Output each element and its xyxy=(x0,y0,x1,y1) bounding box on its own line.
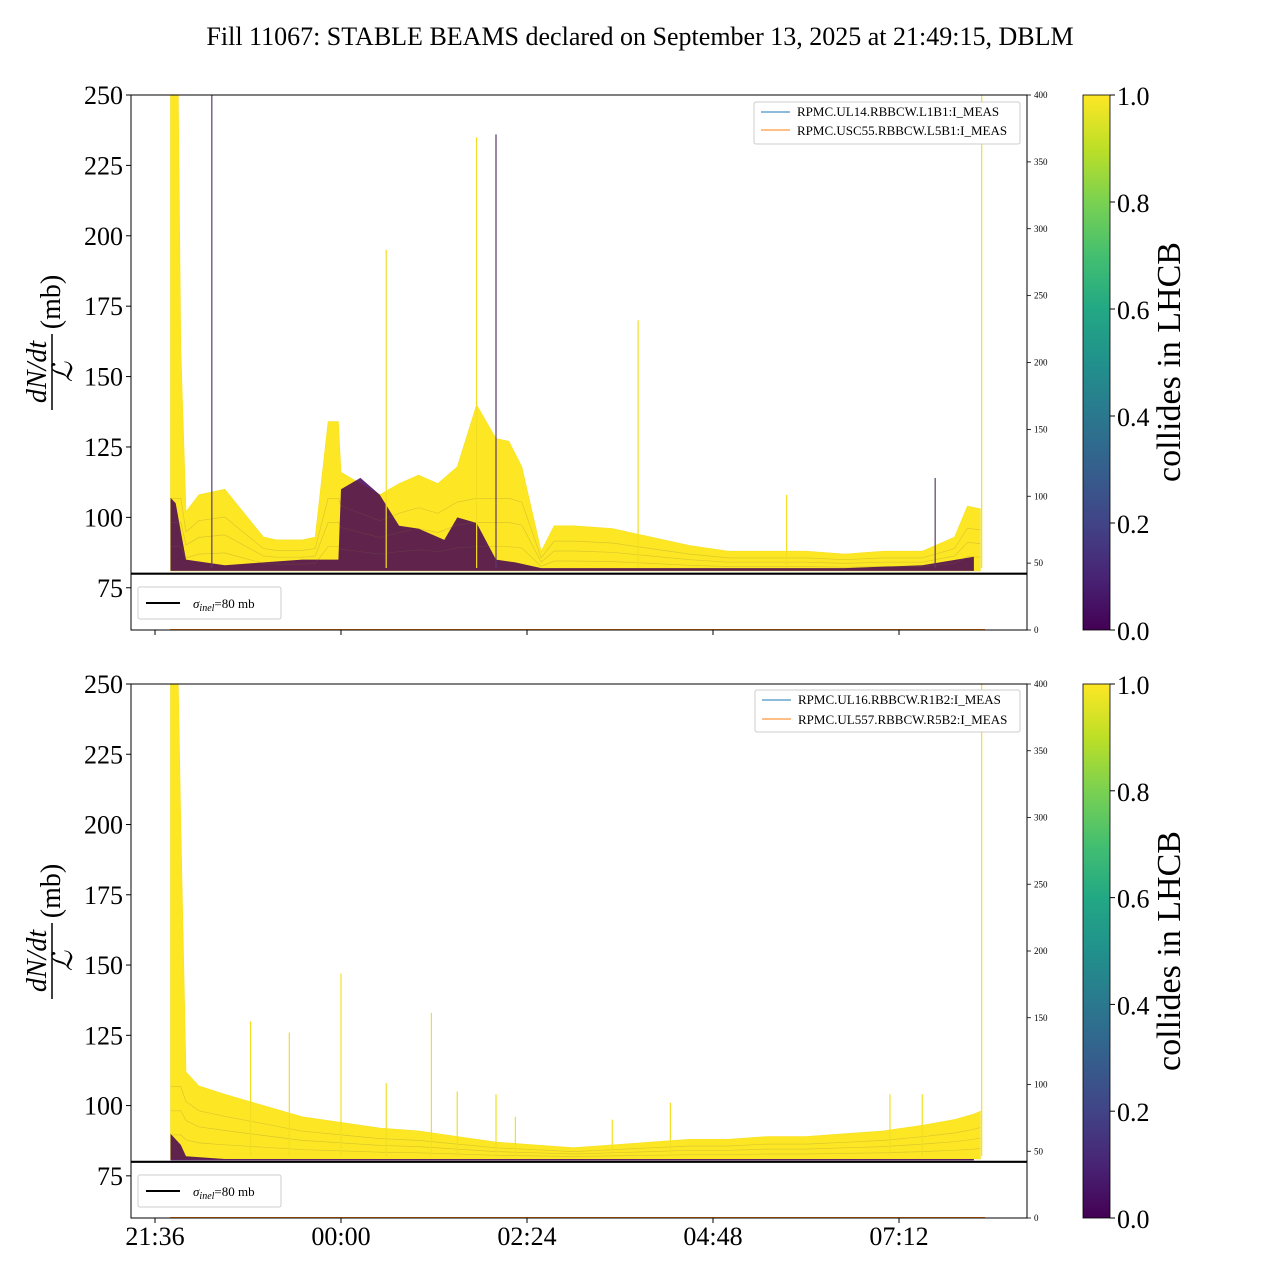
plot-area-bottom xyxy=(131,684,1027,1218)
xtick-label-2: 02:24 xyxy=(497,1222,556,1251)
ytick-label-bottom-5: 200 xyxy=(84,811,123,840)
legend-entry-top-1: RPMC.USC55.RBBCW.L5B1:I_MEAS xyxy=(797,123,1007,138)
colorbar-tick-label-bottom-0: 0.0 xyxy=(1117,1205,1150,1234)
ytick-label-top-6: 225 xyxy=(84,151,123,180)
envelope-band-top xyxy=(170,95,981,572)
colorbar-label-bottom: collides in LHCB xyxy=(1151,831,1188,1071)
ytick-right-label-top-8: 400 xyxy=(1034,90,1048,100)
ytick-right-label-top-0: 0 xyxy=(1034,625,1039,635)
envelope-band-bottom xyxy=(170,684,981,1160)
ytick-label-bottom-3: 150 xyxy=(84,951,123,980)
y-axis-right-top: 0 50 100 150 200 250 300 350 400 xyxy=(1027,90,1048,635)
svg-text:σinel=80 mb: σinel=80 mb xyxy=(193,1184,255,1202)
colorbar-tick-label-top-4: 0.8 xyxy=(1117,189,1150,218)
legend-entry-top-0: RPMC.UL14.RBBCW.L1B1:I_MEAS xyxy=(797,104,999,119)
colorbar-tick-label-bottom-5: 1.0 xyxy=(1117,671,1150,700)
y-axis-left-bottom: 75 100 125 150 175 200 225 250 xyxy=(84,670,131,1191)
ytick-label-top-3: 150 xyxy=(84,363,123,392)
svg-text:(mb): (mb) xyxy=(36,864,67,918)
ytick-label-top-0: 75 xyxy=(97,574,123,603)
ytick-right-label-top-6: 300 xyxy=(1034,224,1048,234)
ytick-right-label-top-3: 150 xyxy=(1034,424,1048,434)
colorbar-tick-label-top-3: 0.6 xyxy=(1117,296,1150,325)
ytick-right-label-bottom-0: 0 xyxy=(1034,1213,1039,1223)
svg-text:(mb): (mb) xyxy=(36,275,67,329)
ytick-label-top-2: 125 xyxy=(84,433,123,462)
ytick-right-label-top-1: 50 xyxy=(1034,558,1044,568)
colorbar-tick-label-top-2: 0.4 xyxy=(1117,403,1150,432)
ytick-label-bottom-7: 250 xyxy=(84,670,123,699)
panel-top: 75 100 125 150 175 200 225 250 0 50 100 150 200 250 3… xyxy=(22,81,1188,646)
colorbar-tick-label-top-0: 0.0 xyxy=(1117,617,1150,646)
colorbar-tick-label-bottom-1: 0.2 xyxy=(1117,1098,1150,1127)
ytick-right-label-bottom-2: 100 xyxy=(1034,1080,1048,1090)
svg-text:dN/dt: dN/dt xyxy=(22,340,53,403)
legend-lower-top: σinel=80 mb xyxy=(137,586,282,620)
texture-line-top-1 xyxy=(170,546,981,568)
ytick-right-label-top-2: 100 xyxy=(1034,491,1048,501)
ytick-label-bottom-2: 125 xyxy=(84,1021,123,1050)
non-colliding-band-top xyxy=(170,477,974,571)
y-axis-left-top: 75 100 125 150 175 200 225 250 xyxy=(84,81,131,603)
ytick-label-top-5: 200 xyxy=(84,222,123,251)
legend-upper-bottom: RPMC.UL16.RBBCW.R1B2:I_MEAS RPMC.UL557.R… xyxy=(754,689,1021,733)
ytick-label-bottom-0: 75 xyxy=(97,1162,123,1191)
colorbar-tick-label-bottom-4: 0.8 xyxy=(1117,778,1150,807)
svg-text:σinel=80 mb: σinel=80 mb xyxy=(193,596,255,614)
ytick-right-label-bottom-4: 200 xyxy=(1034,946,1048,956)
y-axis-label-bottom: dN/dt ℒ (mb) xyxy=(22,864,79,999)
ytick-right-label-bottom-1: 50 xyxy=(1034,1146,1044,1156)
xtick-label-3: 04:48 xyxy=(683,1222,742,1251)
colorbar-tick-label-bottom-3: 0.6 xyxy=(1117,885,1150,914)
legend-entry-bottom-0: RPMC.UL16.RBBCW.R1B2:I_MEAS xyxy=(798,692,1001,707)
ytick-label-bottom-1: 100 xyxy=(84,1092,123,1121)
ytick-right-label-bottom-8: 400 xyxy=(1034,679,1048,689)
legend-entry-bottom-1: RPMC.UL557.RBBCW.R5B2:I_MEAS xyxy=(798,712,1007,727)
colorbar-bottom: 0.0 0.2 0.4 0.6 0.8 1.0 collides in LHCB xyxy=(1082,671,1188,1234)
ytick-label-top-1: 100 xyxy=(84,503,123,532)
xtick-label-0: 21:36 xyxy=(125,1222,184,1251)
texture-line-top-2 xyxy=(170,522,981,564)
xtick-label-1: 00:00 xyxy=(311,1222,370,1251)
ytick-right-label-top-4: 200 xyxy=(1034,358,1048,368)
ytick-label-top-7: 250 xyxy=(84,81,123,110)
panel-bottom: 75 100 125 150 175 200 225 250 0 50 100 150 200 250 3… xyxy=(22,670,1188,1251)
ytick-right-label-bottom-3: 150 xyxy=(1034,1013,1048,1023)
ytick-label-top-4: 175 xyxy=(84,292,123,321)
x-axis-bottom: 21:36 00:00 02:24 04:48 07:12 xyxy=(125,1218,929,1251)
figure-title: Fill 11067: STABLE BEAMS declared on Sep… xyxy=(206,22,1073,51)
plot-area-top xyxy=(131,95,1027,630)
svg-text:ℒ: ℒ xyxy=(48,950,79,971)
ytick-right-label-bottom-7: 350 xyxy=(1034,746,1048,756)
colorbar-top: 0.0 0.2 0.4 0.6 0.8 1.0 collides in LHCB xyxy=(1082,82,1188,646)
colorbar-label-top: collides in LHCB xyxy=(1151,242,1188,482)
svg-text:dN/dt: dN/dt xyxy=(22,929,53,992)
texture-line-top-3 xyxy=(170,498,981,561)
ytick-label-bottom-4: 175 xyxy=(84,881,123,910)
svg-text:ℒ: ℒ xyxy=(48,361,79,382)
colorbar-tick-label-top-1: 0.2 xyxy=(1117,510,1150,539)
x-axis-top xyxy=(154,630,900,635)
y-axis-right-bottom: 0 50 100 150 200 250 300 350 400 xyxy=(1027,679,1048,1223)
colorbar-tick-label-bottom-2: 0.4 xyxy=(1117,991,1150,1020)
ytick-right-label-bottom-6: 300 xyxy=(1034,813,1048,823)
legend-upper-top: RPMC.UL14.RBBCW.L1B1:I_MEAS RPMC.USC55.R… xyxy=(753,101,1021,145)
ytick-right-label-top-5: 250 xyxy=(1034,291,1048,301)
xtick-label-4: 07:12 xyxy=(869,1222,928,1251)
ytick-right-label-bottom-5: 250 xyxy=(1034,879,1048,889)
ytick-right-label-top-7: 350 xyxy=(1034,157,1048,167)
colorbar-tick-label-top-5: 1.0 xyxy=(1117,82,1150,111)
y-axis-label-top: dN/dt ℒ (mb) xyxy=(22,275,79,410)
legend-lower-bottom: σinel=80 mb xyxy=(137,1174,282,1208)
ytick-label-bottom-6: 225 xyxy=(84,740,123,769)
